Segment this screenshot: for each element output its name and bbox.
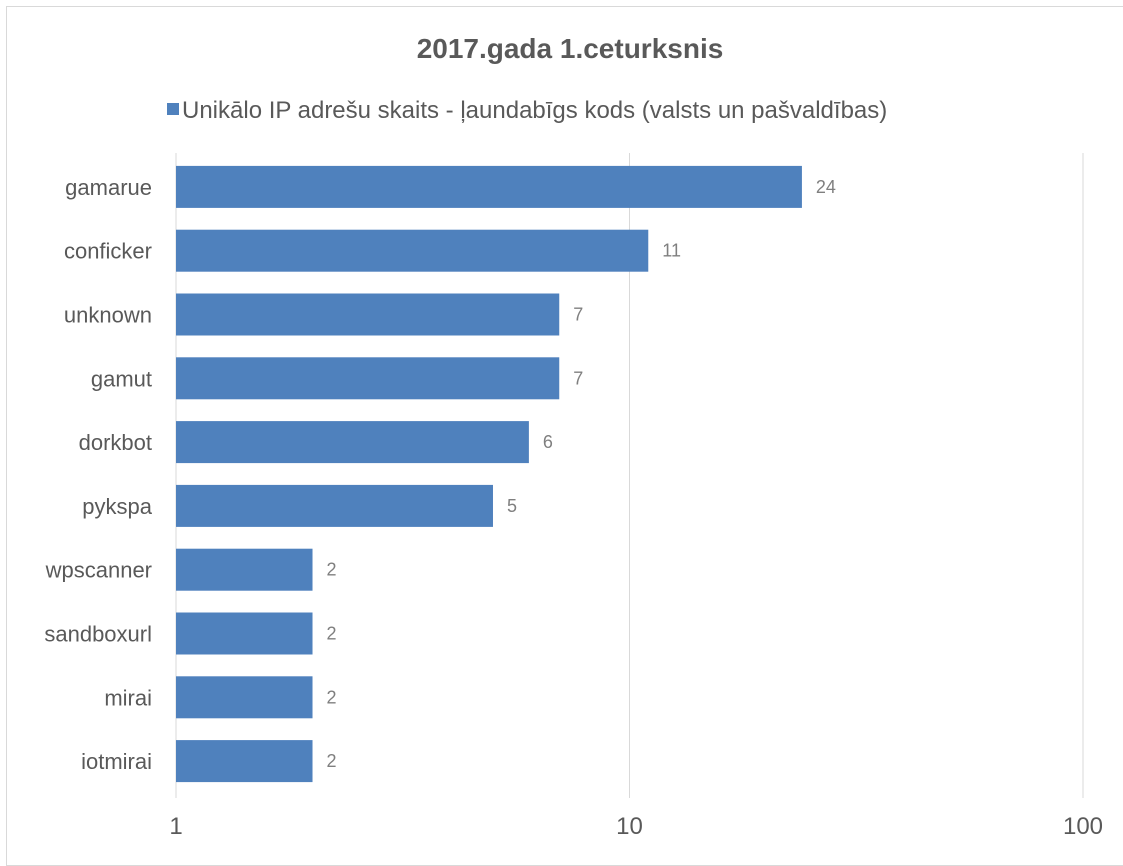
bar-gamut (176, 357, 560, 400)
labels: 1 10 100 gamarue 24 conficker 11 unknown 7 gamut 7… (44, 175, 1103, 840)
bar-sandboxurl (176, 612, 313, 655)
data-label: 2 (327, 560, 337, 580)
bar-conficker (176, 229, 649, 272)
bar-iotmirai (176, 740, 313, 783)
category-label: gamarue (65, 175, 152, 200)
category-label: wpscanner (45, 558, 152, 583)
category-label: gamut (91, 366, 152, 391)
legend: Unikālo IP adrešu skaits - ļaundabīgs ko… (167, 97, 887, 124)
bar-wpscanner (176, 548, 313, 591)
data-label: 24 (816, 177, 836, 197)
bar-unknown (176, 293, 560, 336)
data-label: 2 (327, 624, 337, 644)
bar-pykspa (176, 484, 493, 527)
bar-mirai (176, 676, 313, 719)
bars (176, 165, 802, 783)
data-label: 7 (573, 305, 583, 325)
data-label: 7 (573, 368, 583, 388)
legend-swatch (167, 103, 179, 115)
category-label: unknown (64, 303, 152, 328)
category-label: dorkbot (79, 430, 152, 455)
data-label: 2 (327, 687, 337, 707)
x-tick-label: 1 (169, 813, 182, 840)
bar-gamarue (176, 165, 802, 208)
data-label: 5 (507, 496, 517, 516)
data-label: 2 (327, 751, 337, 771)
chart-title: 2017.gada 1.ceturksnis (417, 33, 724, 64)
x-tick-label: 100 (1063, 813, 1103, 840)
category-label: iotmirai (81, 749, 152, 774)
data-label: 11 (662, 241, 681, 261)
category-label: conficker (64, 239, 152, 264)
category-label: pykspa (82, 494, 152, 519)
category-label: mirai (104, 685, 152, 710)
bar-dorkbot (176, 421, 529, 464)
x-tick-label: 10 (616, 813, 643, 840)
category-label: sandboxurl (44, 622, 152, 647)
data-label: 6 (543, 432, 553, 452)
bar-chart: 2017.gada 1.ceturksnis Unikālo IP adrešu… (44, 33, 1103, 840)
legend-entry: Unikālo IP adrešu skaits - ļaundabīgs ko… (182, 97, 887, 124)
